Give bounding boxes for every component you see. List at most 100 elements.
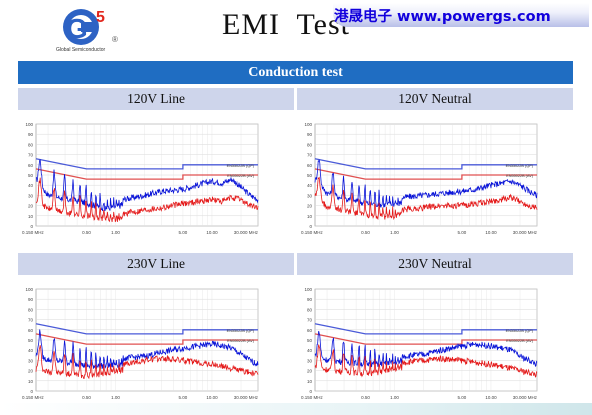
legend-av: EN55022B (AV) [227,174,254,178]
x-tick-label: 1.00 [111,230,120,235]
panel-label-120v-neutral: 120V Neutral [297,88,573,110]
y-tick-label: 40 [307,183,313,188]
y-tick-label: 80 [28,307,34,312]
company-logo: G 5 ® [63,9,118,45]
y-tick-label: 60 [28,163,34,168]
y-tick-label: 80 [28,142,34,147]
legend-qp: EN55022B (QP) [227,164,255,168]
trace-average [35,345,259,380]
trace-quasi-peak [314,331,538,368]
x-tick-label: 10.00 [485,395,497,400]
x-tick-label: 0.150 MHz [301,230,324,235]
legend-qp: EN55022B (QP) [227,329,255,333]
x-tick-label: 0.50 [361,395,370,400]
y-tick-label: 20 [28,204,34,209]
y-tick-label: 0 [30,389,33,394]
x-tick-label: 10.00 [485,230,497,235]
y-tick-label: 30 [307,358,313,363]
legend-av: EN55022B (AV) [506,174,533,178]
y-tick-label: 80 [307,307,313,312]
y-tick-label: 50 [28,173,34,178]
y-tick-label: 60 [307,163,313,168]
y-tick-label: 60 [307,328,313,333]
x-tick-label: 5.00 [179,395,188,400]
y-tick-label: 90 [307,297,313,302]
emi-chart-230v-line: 0 10 20 30 40 50 60 70 80 90 100 0.150 MHz 0.50 1.00 5… [18,283,280,401]
y-tick-label: 20 [28,369,34,374]
y-tick-label: 70 [28,153,34,158]
legend-av: EN55022B (AV) [227,339,254,343]
y-tick-label: 10 [307,214,313,219]
limit-line-av [35,333,258,345]
y-tick-label: 50 [307,338,313,343]
emi-chart-230v-neutral: 0 10 20 30 40 50 60 70 80 90 100 0.150 MHz 0.50 1.00 5… [297,283,559,401]
footer-bar [0,403,592,415]
trace-average [314,344,538,378]
y-tick-label: 30 [307,193,313,198]
y-tick-label: 100 [25,122,33,127]
x-tick-label: 1.00 [390,395,399,400]
registered-mark: ® [112,35,118,44]
page-title: EMI Test [222,8,351,41]
y-tick-label: 70 [28,318,34,323]
logo-mark: G [66,13,88,44]
y-tick-label: 70 [307,153,313,158]
x-tick-label: 5.00 [458,230,467,235]
x-tick-label: 1.00 [111,395,120,400]
company-name: 港晟电子 www.powergs.com [334,9,551,25]
section-header: Conduction test [18,61,573,84]
limit-line-qp [35,158,258,170]
company-banner [333,3,589,27]
y-tick-label: 50 [28,338,34,343]
y-tick-label: 10 [307,379,313,384]
legend-av: EN55022B (AV) [506,339,533,343]
legend-qp: EN55022B (QP) [506,329,534,333]
trace-average [35,177,259,223]
limit-line-av [314,168,537,180]
x-tick-label: 10.00 [206,395,218,400]
x-tick-label: 0.150 MHz [301,395,324,400]
emi-chart-120v-line: 0 10 20 30 40 50 60 70 80 90 100 0.150 MHz 0.50 1.00 5… [18,118,280,236]
y-tick-label: 0 [309,224,312,229]
trace-average [314,176,538,221]
y-tick-label: 60 [28,328,34,333]
panel-label-120v-line: 120V Line [18,88,294,110]
y-tick-label: 70 [307,318,313,323]
y-tick-label: 20 [307,369,313,374]
x-tick-label: 5.00 [179,230,188,235]
limit-line-qp [314,323,537,335]
logo-caption: Global Semiconductor [56,47,106,53]
y-tick-label: 40 [28,183,34,188]
x-tick-label: 30.000 MHz [234,395,259,400]
x-tick-label: 10.00 [206,230,218,235]
y-tick-label: 50 [307,173,313,178]
y-tick-label: 100 [304,122,312,127]
x-tick-label: 0.150 MHz [22,230,45,235]
x-tick-label: 0.50 [82,230,91,235]
logo-superscript: 5 [96,9,105,26]
trace-quasi-peak [35,159,259,212]
x-tick-label: 5.00 [458,395,467,400]
y-tick-label: 10 [28,379,34,384]
legend-qp: EN55022B (QP) [506,164,534,168]
y-tick-label: 90 [307,132,313,137]
x-tick-label: 30.000 MHz [513,395,538,400]
trace-quasi-peak [314,159,538,209]
y-tick-label: 30 [28,358,34,363]
y-tick-label: 10 [28,214,34,219]
y-tick-label: 0 [309,389,312,394]
panel-label-230v-neutral: 230V Neutral [297,253,573,275]
y-tick-label: 100 [25,287,33,292]
y-tick-label: 30 [28,193,34,198]
trace-quasi-peak [35,329,259,370]
y-tick-label: 80 [307,142,313,147]
y-tick-label: 90 [28,132,34,137]
panel-label-230v-line: 230V Line [18,253,294,275]
limit-line-av [35,168,258,180]
y-tick-label: 40 [28,348,34,353]
y-tick-label: 20 [307,204,313,209]
x-tick-label: 0.50 [82,395,91,400]
x-tick-label: 0.150 MHz [22,395,45,400]
y-tick-label: 40 [307,348,313,353]
limit-line-qp [314,158,537,170]
